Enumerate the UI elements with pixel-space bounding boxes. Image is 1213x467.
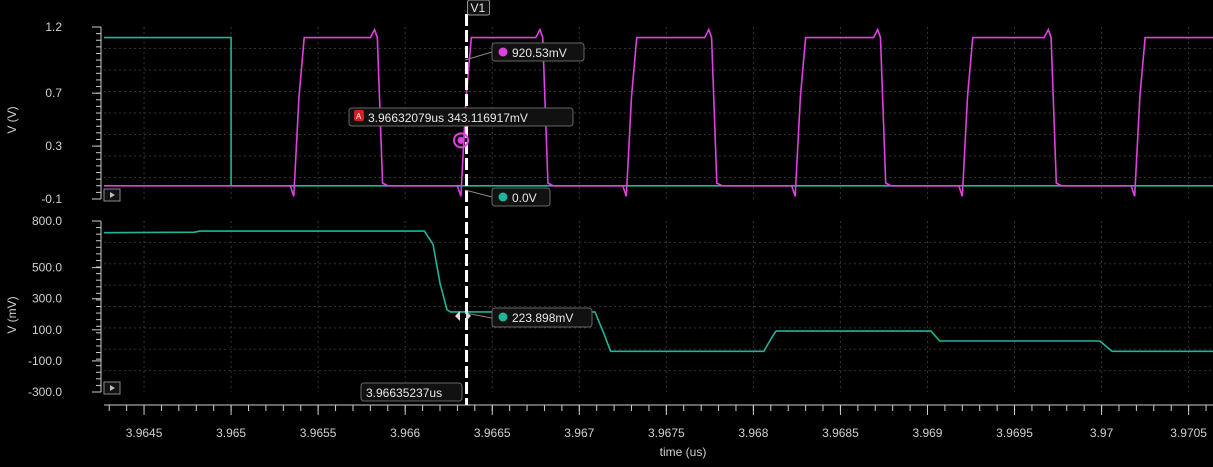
x-tick-label: 3.969 — [912, 426, 942, 440]
marker-a-label[interactable]: A 3.96632079us 343.116917mV — [348, 107, 574, 127]
marker-a-text: 3.96632079us 343.116917mV — [368, 111, 528, 125]
x-axis-label: time (us) — [660, 445, 707, 459]
top-pulse-trace — [104, 27, 1213, 197]
y-tick-label: -0.1 — [41, 192, 62, 206]
cursor-bottom-value: 223.898mV — [512, 311, 573, 325]
top-y-axis-label: V (V) — [5, 106, 19, 133]
marker-a-badge: A — [356, 112, 362, 121]
bottom-trace-0 — [103, 230, 1213, 353]
green-dot-icon — [498, 192, 508, 202]
x-tick-label: 3.9655 — [300, 426, 337, 440]
cursor-bottom-value-label: 223.898mV — [455, 307, 593, 328]
y-tick-label: 0.7 — [45, 86, 62, 100]
bottom-y-axis-label: V (mV) — [5, 296, 19, 333]
x-tick-label: 3.9705 — [1170, 426, 1207, 440]
y-tick-label: 300.0 — [32, 292, 62, 306]
y-tick-label: 500.0 — [32, 261, 62, 275]
cursor-green-value-label: 0.0V — [464, 187, 551, 207]
x-tick-label: 3.9675 — [648, 426, 685, 440]
x-tick-label: 3.966 — [390, 426, 420, 440]
marker-dot-icon — [457, 136, 465, 144]
x-tick-label: 3.97 — [1090, 426, 1114, 440]
green-dot-icon — [498, 312, 508, 322]
pink-dot-icon — [498, 47, 508, 57]
marker-a-point[interactable] — [453, 132, 470, 149]
cursor-v1-name: V1 — [471, 1, 486, 15]
y-tick-label: 1.2 — [45, 20, 62, 34]
cursor-time-text: 3.96635237us — [366, 386, 442, 400]
top-trace-0 — [104, 36, 1213, 187]
top-panel-expand-button[interactable] — [103, 188, 121, 202]
drag-handle-icon[interactable] — [455, 311, 471, 321]
cursor-v1-tag[interactable]: V1 — [467, 0, 491, 16]
x-tick-label: 3.9665 — [474, 426, 511, 440]
x-tick-label: 3.967 — [564, 426, 594, 440]
y-tick-label: 800.0 — [32, 214, 62, 228]
y-tick-label: -300.0 — [28, 385, 62, 399]
cursor-green-value: 0.0V — [512, 191, 537, 205]
y-tick-label: 100.0 — [32, 323, 62, 337]
x-tick-label: 3.9685 — [822, 426, 859, 440]
cursor-time-label: 3.96635237us — [360, 382, 463, 402]
x-tick-label: 3.9695 — [996, 426, 1033, 440]
y-tick-label: 0.3 — [45, 139, 62, 153]
marker-a-badge-icon — [354, 110, 364, 121]
cursor-pink-value: 920.53mV — [512, 46, 567, 60]
marker-ring-icon — [453, 132, 470, 149]
y-tick-label: -100.0 — [28, 354, 62, 368]
x-tick-label: 3.9645 — [126, 426, 163, 440]
x-tick-label: 3.968 — [738, 426, 768, 440]
bottom-panel-expand-button[interactable] — [103, 381, 121, 395]
cursor-pink-value-label: 920.53mV — [464, 42, 585, 62]
x-tick-label: 3.965 — [216, 426, 246, 440]
